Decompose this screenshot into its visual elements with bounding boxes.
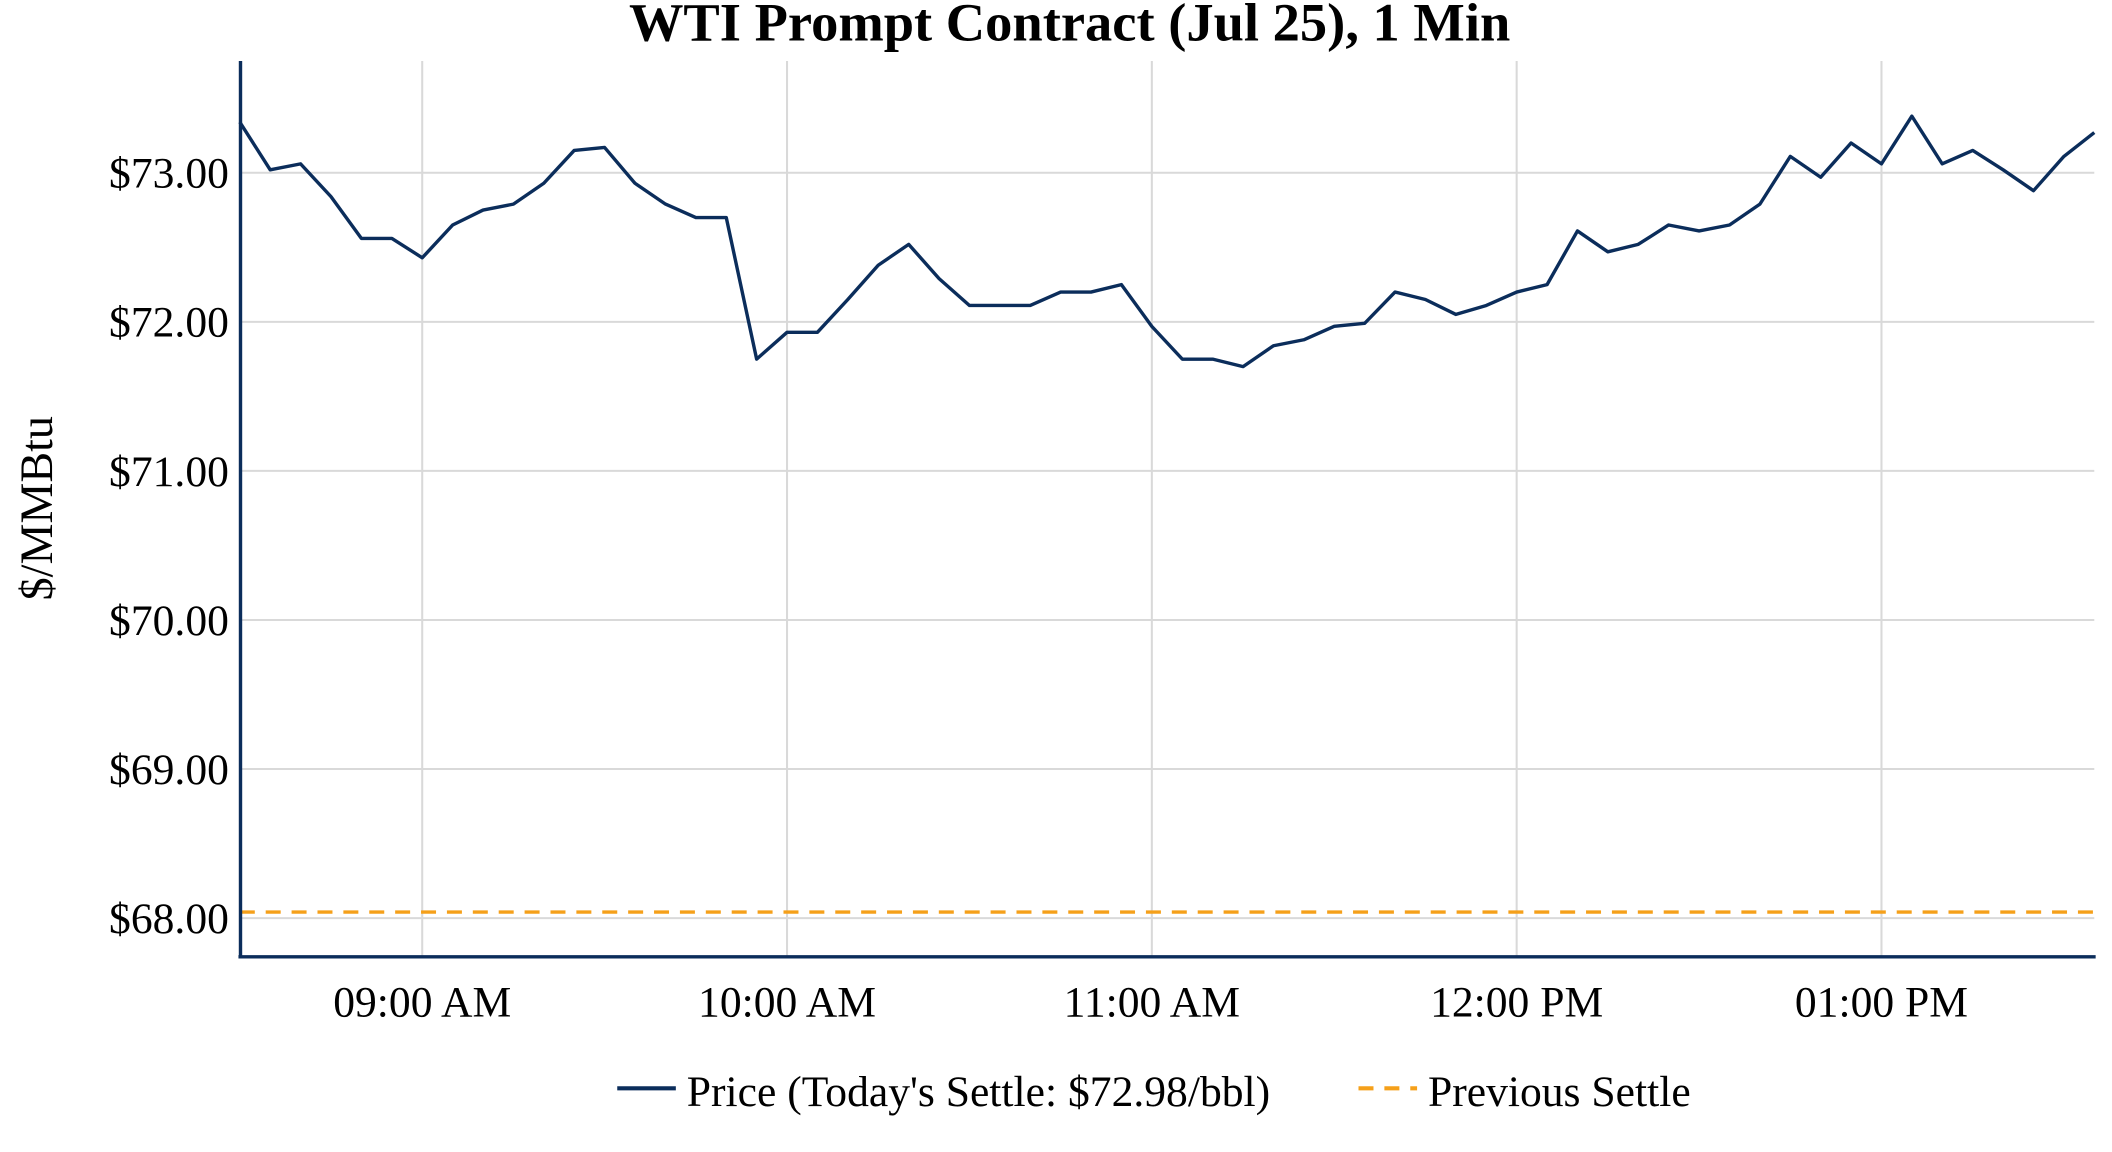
- y-axis-label: $/MMBtu: [11, 416, 62, 600]
- y-tick-label: $72.00: [109, 299, 229, 347]
- y-tick-label: $73.00: [109, 150, 229, 198]
- legend: Price (Today's Settle: $72.98/bbl) Previ…: [617, 1068, 1691, 1116]
- y-axis-ticks: $68.00 $69.00 $70.00 $71.00 $72.00 $73.00: [109, 150, 229, 943]
- y-tick-label: $68.00: [109, 895, 229, 943]
- y-tick-label: $70.00: [109, 597, 229, 645]
- x-tick-label: 09:00 AM: [333, 979, 511, 1027]
- legend-price-label: Price (Today's Settle: $72.98/bbl): [687, 1068, 1270, 1116]
- y-tick-label: $71.00: [109, 448, 229, 496]
- chart-title: WTI Prompt Contract (Jul 25), 1 Min: [629, 0, 1510, 53]
- x-tick-label: 12:00 PM: [1430, 979, 1603, 1027]
- x-axis-ticks: 09:00 AM 10:00 AM 11:00 AM 12:00 PM 01:00 PM: [333, 979, 1968, 1027]
- gridlines: [239, 60, 2095, 957]
- legend-prev-settle-label: Previous Settle: [1428, 1068, 1691, 1116]
- x-tick-label: 10:00 AM: [698, 979, 876, 1027]
- price-series-line: [238, 114, 2096, 369]
- x-tick-label: 01:00 PM: [1795, 979, 1968, 1027]
- series-group: [238, 114, 2096, 914]
- x-tick-label: 11:00 AM: [1064, 979, 1240, 1027]
- y-tick-label: $69.00: [109, 746, 229, 794]
